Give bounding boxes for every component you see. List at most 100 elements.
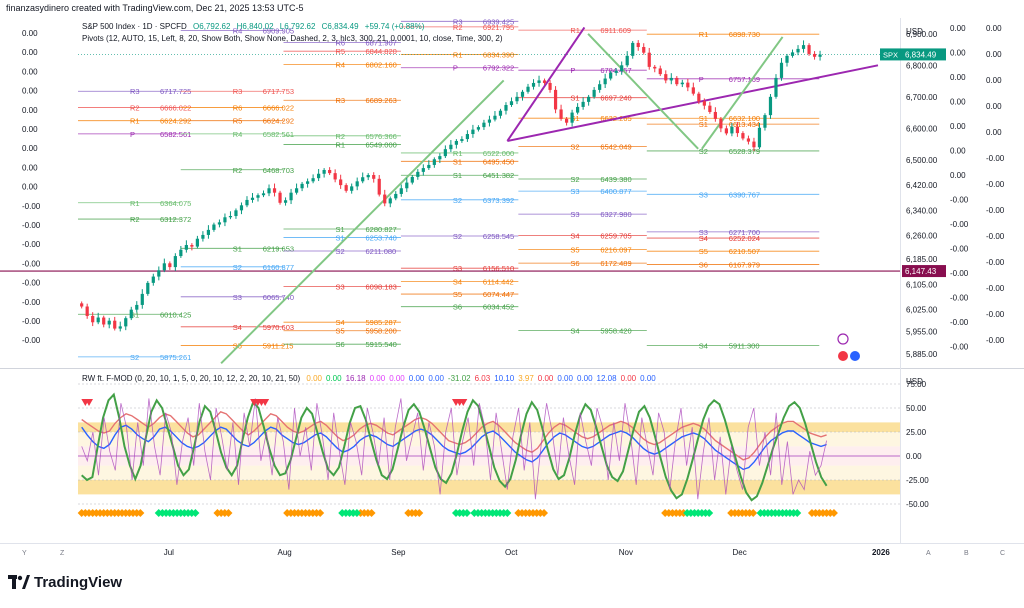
pivot-value: 6792.322 — [483, 64, 514, 73]
pivot-label: S6 — [699, 261, 708, 270]
oscillator-tick-label: 50.00 — [906, 404, 927, 413]
timeframe-shortcut: Z — [60, 550, 65, 557]
candle-body — [372, 175, 376, 179]
pivots-indicator-legend[interactable]: Pivots (12, AUTO, 15, Left, 8, 20, Show … — [82, 34, 503, 43]
candle-body — [206, 229, 211, 235]
candle-body — [383, 194, 387, 204]
candle-body — [223, 217, 227, 223]
tradingview-logo[interactable]: TradingView — [8, 574, 122, 591]
created-byline: finanzasydinero created with TradingView… — [6, 3, 304, 13]
right-axis-label: 0.00 — [950, 24, 966, 33]
oscillator-value-3: 0.00 — [369, 374, 386, 383]
candle-body — [449, 144, 453, 150]
symbol-name[interactable]: S&P 500 Index · 1D · SPCFD — [82, 22, 187, 31]
candle-body — [245, 199, 249, 206]
left-axis-label: 0.00 — [22, 48, 38, 57]
oscillator-band-0 — [78, 422, 900, 432]
signal-green — [462, 509, 471, 517]
upper-purple-trendline — [506, 26, 586, 142]
pivot-value: 6364.075 — [160, 199, 191, 208]
pivot-value: 6253.740 — [366, 234, 397, 243]
candle-body — [151, 276, 155, 283]
time-tick-label: Aug — [278, 548, 292, 557]
pivot-value: 6034.452 — [483, 303, 514, 312]
candle-body — [520, 91, 525, 97]
candle-body — [785, 55, 789, 63]
oscillator-value-14: 12.08 — [596, 374, 617, 383]
candle-body — [239, 205, 244, 211]
pivot-value: 6802.160 — [366, 61, 397, 70]
pivot-value: 6216.097 — [600, 245, 631, 254]
pivot-label: R3 — [453, 17, 463, 26]
candle-body — [361, 177, 365, 182]
pivot-label: P — [570, 66, 575, 75]
price-tick-label: 6,185.00 — [906, 255, 938, 264]
candle-body — [261, 193, 266, 196]
right-axis-label: 0.00 — [950, 147, 966, 156]
pivot-value: 6280.827 — [366, 225, 397, 234]
event-flash-icon — [837, 333, 849, 345]
pivot-label: S2 — [570, 175, 579, 184]
pivot-value: 6582.561 — [263, 130, 294, 139]
pivot-label: R1 — [453, 50, 463, 59]
signal-green — [191, 509, 200, 517]
pivot-value: 6160.877 — [263, 263, 294, 272]
oscillator-band-1 — [78, 480, 900, 495]
candle-body — [542, 80, 547, 83]
pivot-label: S2 — [699, 147, 708, 156]
pivot-label: S3 — [570, 210, 579, 219]
right-axis-labels-b: 0.00 0.00 0.00 0.00 0.00 -0.00 -0.00 -0.00 -0.00… — [986, 24, 1005, 345]
oscillator-value-10: 3.97 — [518, 374, 534, 383]
ohlc-open: O6,792.62 — [193, 22, 231, 31]
signal-orange — [749, 509, 758, 517]
price-tick-label: 6,800.00 — [906, 61, 938, 70]
pivot-value: 6921.795 — [483, 23, 514, 32]
candle-body — [85, 306, 89, 316]
candle-body — [168, 263, 172, 268]
oscillator-value-0: 0.00 — [306, 374, 322, 383]
candle-body — [217, 222, 222, 225]
pivot-label: R6 — [336, 39, 346, 48]
candle-body — [774, 77, 778, 97]
signal-orange — [829, 509, 838, 517]
candle-body — [465, 134, 470, 140]
right-axis-label: 0.00 — [950, 171, 966, 180]
oscillator-tick-label: -50.00 — [906, 500, 929, 509]
candle-body — [680, 82, 684, 85]
pivot-value: 6259.705 — [600, 232, 631, 241]
signal-red — [459, 399, 468, 406]
pivot-value: 6689.263 — [366, 96, 397, 105]
ohlc-high: H6,840.02 — [236, 22, 274, 31]
candle-body — [531, 82, 536, 87]
pivot-label: R1 — [453, 149, 463, 158]
right-axis-label: 0.00 — [950, 98, 966, 107]
oscillator-legend[interactable]: RW ft. F-MOD (0, 20, 10, 1, 5, 0, 20, 10… — [82, 374, 660, 383]
candle-body — [724, 128, 728, 134]
candle-body — [179, 249, 183, 257]
signal-green — [705, 509, 714, 517]
pivot-label: R1 — [336, 140, 346, 149]
candle-body — [603, 78, 607, 85]
pivot-label: S5 — [570, 245, 579, 254]
pivot-label: S6 — [453, 303, 462, 312]
candle-body — [691, 87, 695, 94]
candle-body — [763, 115, 767, 128]
candle-body — [427, 164, 431, 169]
candle-body — [278, 192, 282, 203]
right-axis-label: 0.00 — [986, 102, 1002, 111]
pivot-value: 6156.510 — [483, 264, 514, 273]
rising-green-trendline — [220, 79, 505, 364]
price-change: +59.74 (+0.88%) — [364, 22, 425, 31]
pivot-value: 5958.200 — [366, 327, 397, 336]
timeframe-shortcut: Y — [22, 550, 27, 557]
candle-body — [807, 45, 811, 54]
event-flag-icon — [850, 351, 860, 361]
candle-body — [124, 318, 128, 327]
right-axis-label: -0.00 — [986, 232, 1005, 241]
pivot-value: 6624.292 — [263, 117, 294, 126]
pivot-label: S1 — [130, 310, 139, 319]
candle-body — [790, 52, 795, 56]
candle-body — [708, 105, 712, 112]
